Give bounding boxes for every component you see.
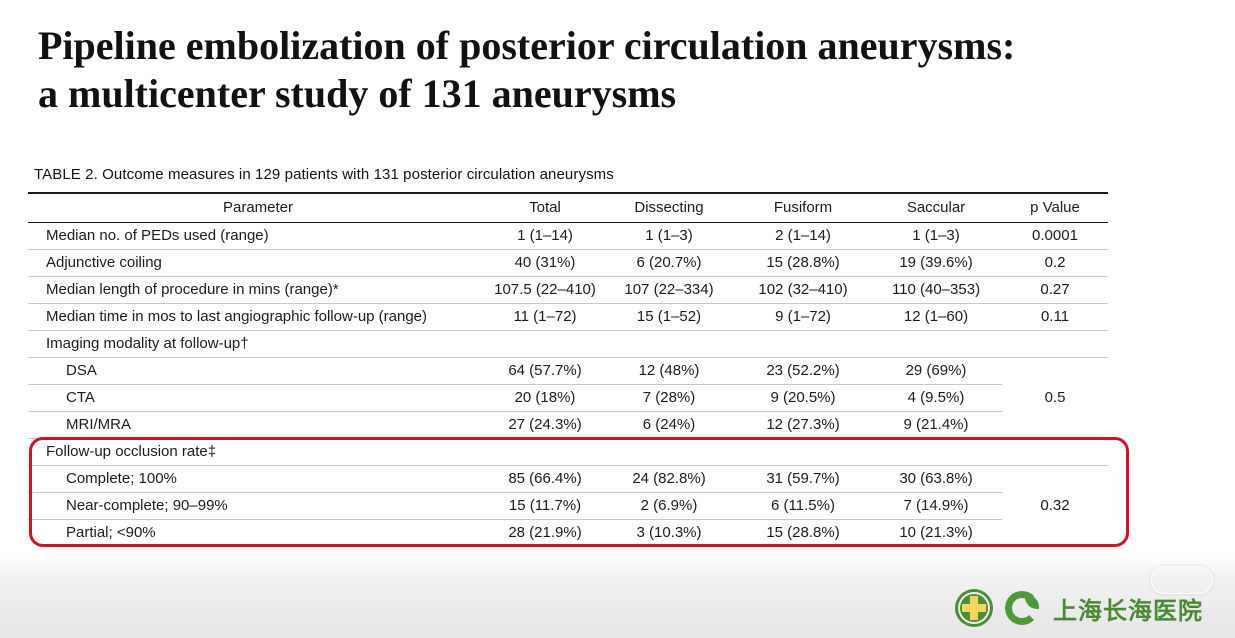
row-label: CTA	[28, 384, 488, 412]
row-label: DSA	[28, 357, 488, 385]
outcome-table: Parameter Total Dissecting Fusiform Sacc…	[28, 192, 1108, 546]
header-dissecting: Dissecting	[602, 192, 736, 223]
slide-title-line2: a multicenter study of 131 aneurysms	[38, 71, 677, 116]
row-label: Median no. of PEDs used (range)	[28, 222, 488, 250]
cell-fusiform: 31 (59.7%)	[736, 465, 870, 493]
cell-total: 11 (1–72)	[488, 303, 602, 331]
group-header-row: Follow-up occlusion rate‡	[28, 438, 1108, 466]
cell-dissecting: 15 (1–52)	[602, 303, 736, 331]
cell-total: 107.5 (22–410)	[488, 276, 602, 304]
table-row: MRI/MRA 27 (24.3%) 6 (24%) 12 (27.3%) 9 …	[28, 411, 1108, 439]
cell-saccular: 29 (69%)	[870, 357, 1002, 385]
cell-fusiform: 102 (32–410)	[736, 276, 870, 304]
cell-fusiform: 6 (11.5%)	[736, 492, 870, 520]
cell-saccular: 1 (1–3)	[870, 222, 1002, 250]
cell-fusiform: 15 (28.8%)	[766, 524, 840, 541]
cell-total: 40 (31%)	[488, 249, 602, 277]
cell-p-value: 0.0001	[1002, 222, 1108, 250]
header-fusiform: Fusiform	[736, 192, 870, 223]
cell-fusiform: 2 (1–14)	[736, 222, 870, 250]
table-row: Adjunctive coiling 40 (31%) 6 (20.7%) 15…	[28, 249, 1108, 277]
cell-saccular: 9 (21.4%)	[870, 411, 1002, 439]
cell-p-value: 0.11	[1002, 303, 1108, 331]
watermark-badge	[1151, 566, 1213, 594]
cell-fusiform: 12 (27.3%)	[736, 411, 870, 439]
cell-saccular: 4 (9.5%)	[870, 384, 1002, 412]
row-label: Median length of procedure in mins (rang…	[28, 276, 488, 304]
header-p-value: p Value	[1002, 192, 1108, 223]
cell-saccular: 10 (21.3%)	[899, 524, 973, 541]
medical-cross-icon	[955, 589, 993, 627]
cell-total: 20 (18%)	[488, 384, 602, 412]
cell-total: 28 (21.9%)	[508, 524, 582, 541]
cell-saccular: 30 (63.8%)	[870, 465, 1002, 493]
cell-fusiform: 23 (52.2%)	[736, 357, 870, 385]
row-label: Adjunctive coiling	[28, 249, 488, 277]
cell-p-value-imaging: 0.5	[1002, 357, 1108, 439]
row-label: Partial; <90%	[66, 524, 156, 541]
cell-dissecting: 6 (24%)	[602, 411, 736, 439]
cell-fusiform: 9 (20.5%)	[736, 384, 870, 412]
slide-title: Pipeline embolization of posterior circu…	[38, 22, 1208, 118]
cell-total: 27 (24.3%)	[488, 411, 602, 439]
cell-dissecting: 1 (1–3)	[602, 222, 736, 250]
group-header-row: Imaging modality at follow-up†	[28, 330, 1108, 358]
cell-p-value: 0.2	[1002, 249, 1108, 277]
cell-p-value: 0.27	[1002, 276, 1108, 304]
header-total: Total	[488, 192, 602, 223]
cell-dissecting: 3 (10.3%)	[636, 524, 702, 541]
header-saccular: Saccular	[870, 192, 1002, 223]
cell-total: 15 (11.7%)	[488, 492, 602, 520]
cell-total: 85 (66.4%)	[488, 465, 602, 493]
group-label-occlusion: Follow-up occlusion rate‡	[28, 438, 488, 466]
cell-saccular: 12 (1–60)	[870, 303, 1002, 331]
table-header-row: Parameter Total Dissecting Fusiform Sacc…	[28, 192, 1108, 223]
row-label: Complete; 100%	[28, 465, 488, 493]
cell-dissecting: 6 (20.7%)	[602, 249, 736, 277]
row-label: MRI/MRA	[28, 411, 488, 439]
cell-total: 64 (57.7%)	[488, 357, 602, 385]
cell-saccular: 19 (39.6%)	[870, 249, 1002, 277]
cell-dissecting: 7 (28%)	[602, 384, 736, 412]
table-row: Median time in mos to last angiographic …	[28, 303, 1108, 331]
group-label-imaging: Imaging modality at follow-up†	[28, 330, 488, 358]
table-row: Median no. of PEDs used (range) 1 (1–14)…	[28, 222, 1108, 250]
cell-saccular: 7 (14.9%)	[870, 492, 1002, 520]
table-row: DSA 64 (57.7%) 12 (48%) 23 (52.2%) 29 (6…	[28, 357, 1108, 439]
cell-dissecting: 24 (82.8%)	[602, 465, 736, 493]
cell-fusiform: 15 (28.8%)	[736, 249, 870, 277]
hospital-name: 上海长海医院	[1053, 596, 1203, 625]
table-row: CTA 20 (18%) 7 (28%) 9 (20.5%) 4 (9.5%)	[28, 384, 1108, 412]
table-row: Near-complete; 90–99% 15 (11.7%) 2 (6.9%…	[28, 492, 1108, 520]
table-row: Median length of procedure in mins (rang…	[28, 276, 1108, 304]
cell-dissecting: 107 (22–334)	[602, 276, 736, 304]
table-row: Partial; <90% 28 (21.9%) 3 (10.3%) 15 (2…	[28, 520, 1108, 547]
cell-dissecting: 2 (6.9%)	[602, 492, 736, 520]
cell-total: 1 (1–14)	[488, 222, 602, 250]
cell-fusiform: 9 (1–72)	[736, 303, 870, 331]
hospital-logo: 上海长海医院	[955, 588, 1203, 628]
leaf-logo-icon	[1003, 589, 1043, 627]
table-caption: TABLE 2. Outcome measures in 129 patient…	[34, 166, 614, 183]
row-label: Median time in mos to last angiographic …	[28, 303, 488, 331]
slide-title-line1: Pipeline embolization of posterior circu…	[38, 23, 1016, 68]
cell-p-value-occlusion: 0.32	[1040, 497, 1070, 514]
row-label: Near-complete; 90–99%	[28, 492, 488, 520]
cell-saccular: 110 (40–353)	[870, 276, 1002, 304]
table-row: Complete; 100% 85 (66.4%) 24 (82.8%) 31 …	[28, 465, 1108, 514]
cell-dissecting: 12 (48%)	[602, 357, 736, 385]
header-parameter: Parameter	[28, 192, 488, 223]
